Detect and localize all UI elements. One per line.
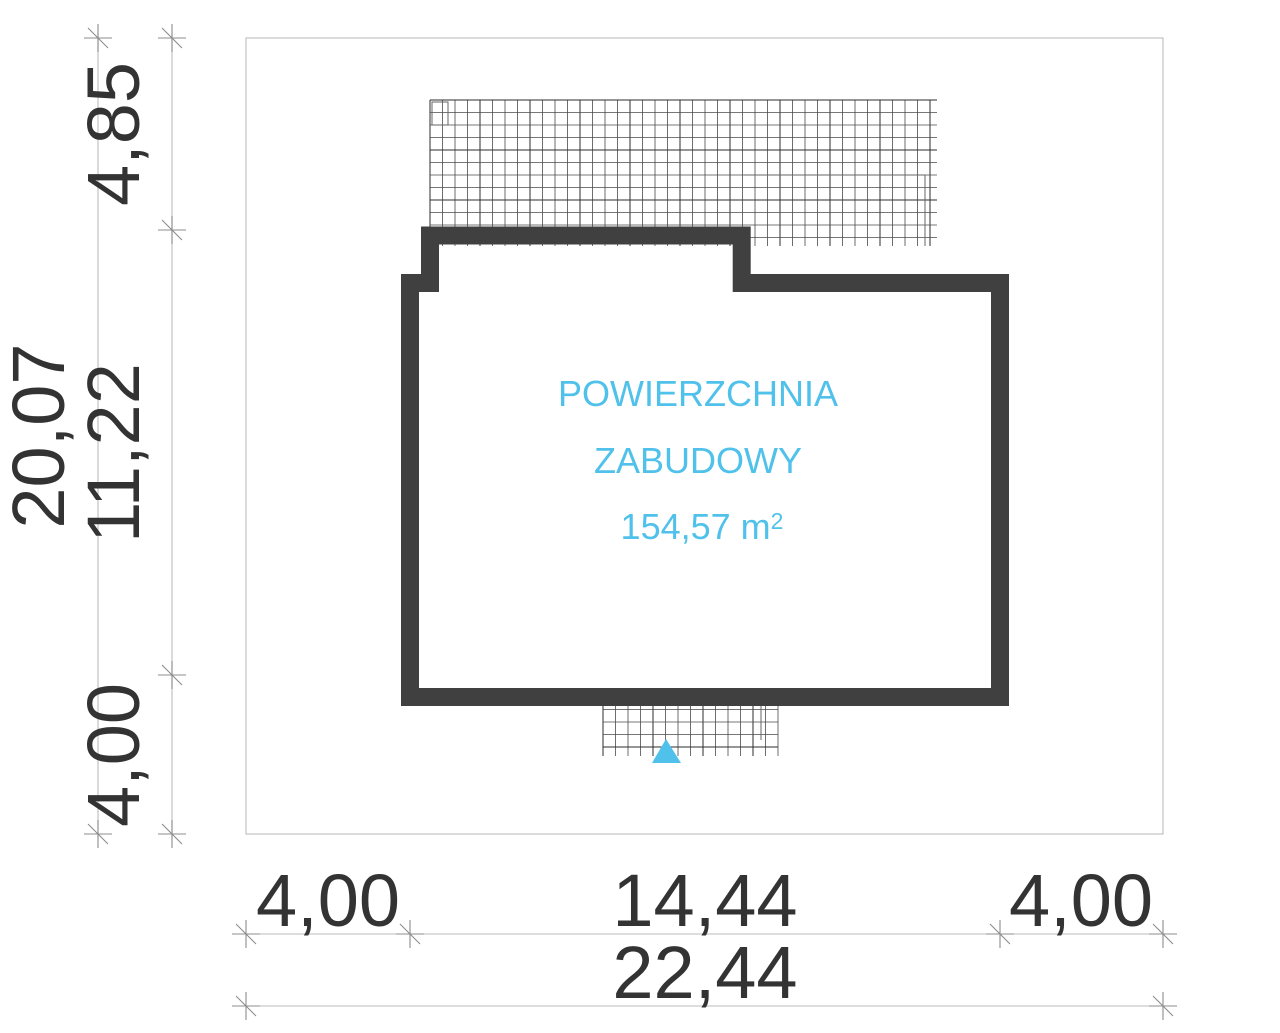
svg-text:4,00: 4,00	[256, 859, 400, 942]
svg-text:154,57 m2: 154,57 m2	[621, 506, 784, 547]
svg-text:20,07: 20,07	[0, 343, 80, 528]
svg-text:POWIERZCHNIA: POWIERZCHNIA	[558, 373, 838, 414]
svg-text:4,00: 4,00	[1009, 859, 1153, 942]
svg-text:ZABUDOWY: ZABUDOWY	[594, 440, 802, 481]
svg-text:11,22: 11,22	[72, 363, 155, 543]
svg-text:14,44: 14,44	[612, 859, 797, 942]
svg-text:22,44: 22,44	[612, 931, 797, 1014]
svg-text:4,00: 4,00	[72, 683, 155, 827]
svg-text:4,85: 4,85	[72, 62, 155, 206]
